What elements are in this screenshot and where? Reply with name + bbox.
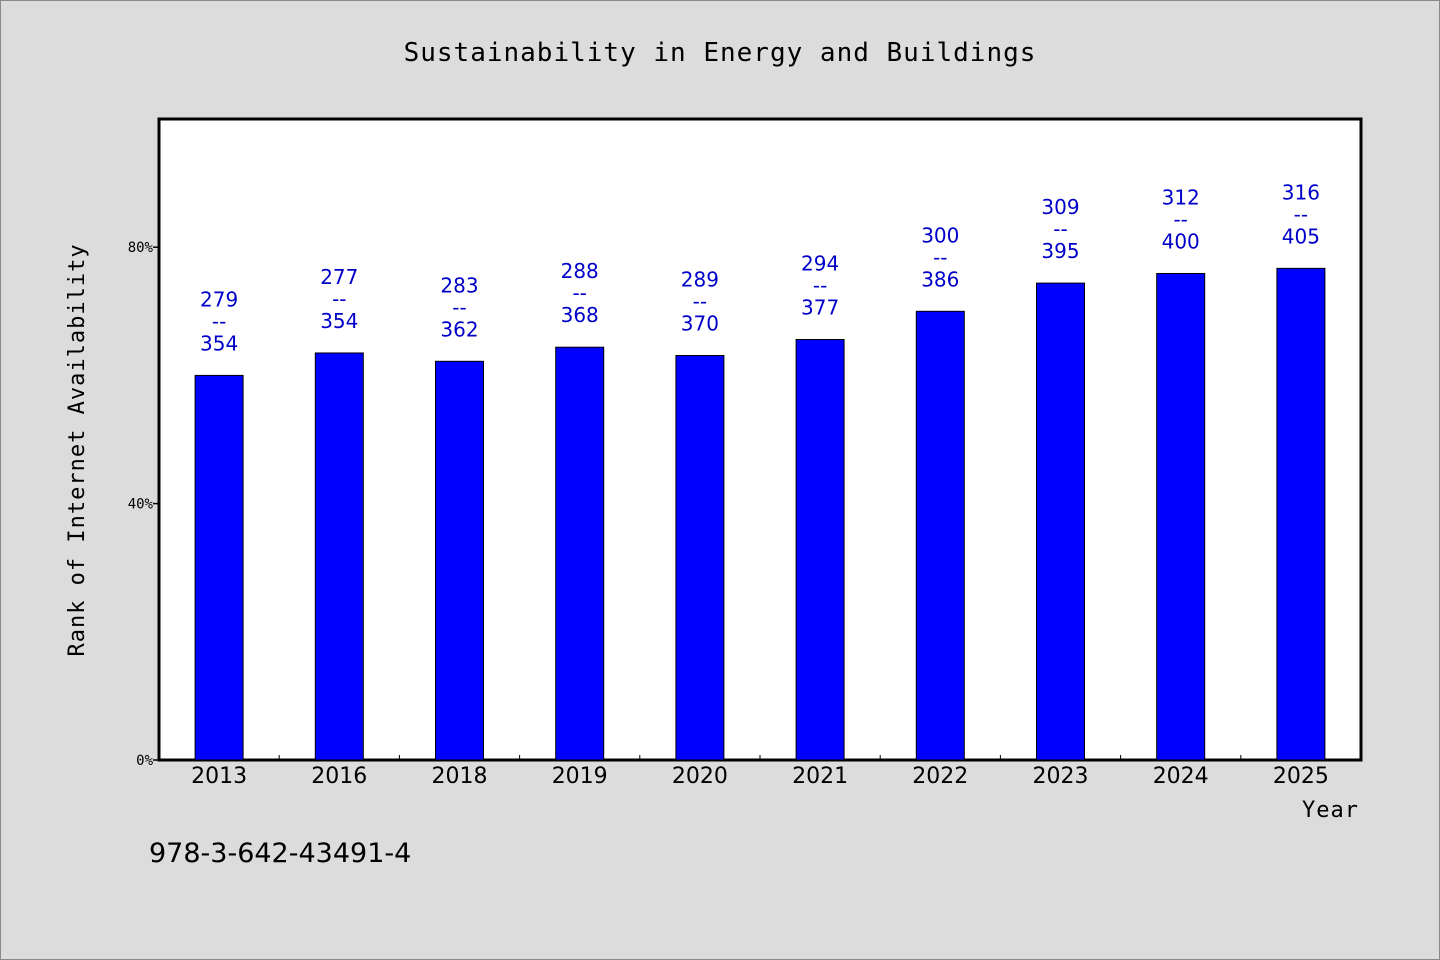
x-tick-label: 2020 [672,764,728,789]
bar [1156,272,1206,761]
data-label: -- [1053,217,1067,241]
bar [314,352,364,761]
data-label: 279 [200,287,238,311]
bar-series [194,267,1326,761]
data-label: 289 [681,268,719,292]
data-label: 288 [561,259,599,283]
x-tick-label: 2016 [311,764,367,789]
y-tick-label: 40% [128,497,154,513]
data-label: -- [1294,202,1308,226]
bar [194,374,244,761]
data-label: 368 [561,303,599,327]
data-label: 354 [320,309,358,333]
bar [435,360,484,761]
y-tick-label: 0% [136,753,153,769]
data-label: -- [1173,207,1187,231]
data-label: 294 [801,252,839,276]
bar [1276,267,1326,761]
x-tick-label: 2023 [1033,764,1089,789]
data-label: -- [813,274,827,298]
bar [555,346,605,761]
data-label: 405 [1282,224,1320,248]
y-tick-label: 80% [128,240,154,256]
bar [675,355,725,761]
data-label: 354 [200,331,238,355]
x-tick-label: 2018 [432,764,488,789]
x-tick-label: 2021 [792,764,848,789]
data-label: 309 [1041,195,1079,219]
y-axis: 0% 40% 80% [128,240,159,769]
bar [915,310,965,761]
data-label: 400 [1162,229,1200,253]
data-label: 395 [1041,239,1079,263]
data-label: -- [452,295,466,319]
x-tick-label: 2013 [191,764,247,789]
data-labels: 279--354277--354283--362288--368289--370… [200,180,1320,355]
data-label: -- [933,245,947,269]
data-label: 386 [921,267,959,291]
bar [795,339,845,761]
x-tick-label: 2024 [1153,764,1209,789]
data-label: 312 [1162,185,1200,209]
data-label: 300 [921,223,959,247]
x-tick-label: 2022 [912,764,968,789]
bar [1036,282,1085,761]
data-label: 277 [320,265,358,289]
data-label: 370 [681,312,719,336]
data-label: -- [332,287,346,311]
y-axis-title: Rank of Internet Availability [65,243,90,656]
data-label: 362 [440,317,478,341]
data-label: 283 [440,273,478,297]
x-tick-label: 2019 [552,764,608,789]
isbn-footnote: 978-3-642-43491-4 [149,838,411,869]
data-label: -- [572,281,586,305]
data-label: -- [212,309,226,333]
x-axis: 2013 2016 2018 2019 2020 2021 2022 2023 2024 2025 [191,755,1329,789]
data-label: -- [693,290,707,314]
chart-title: Sustainability in Energy and Buildings [404,38,1037,68]
data-label: 316 [1282,180,1320,204]
data-label: 377 [801,296,839,320]
x-axis-title: Year [1302,798,1359,823]
x-tick-label: 2025 [1273,764,1329,789]
